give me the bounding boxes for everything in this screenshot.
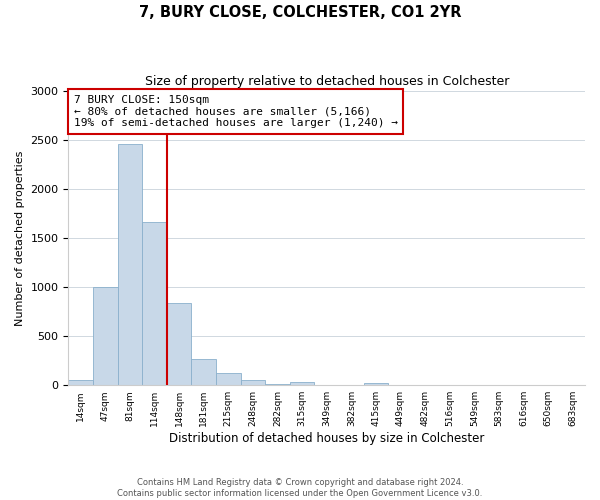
Text: Contains HM Land Registry data © Crown copyright and database right 2024.
Contai: Contains HM Land Registry data © Crown c… [118, 478, 482, 498]
Y-axis label: Number of detached properties: Number of detached properties [15, 150, 25, 326]
Bar [364, 383, 388, 385]
X-axis label: Distribution of detached houses by size in Colchester: Distribution of detached houses by size … [169, 432, 484, 445]
Bar [142, 222, 167, 385]
Text: 7, BURY CLOSE, COLCHESTER, CO1 2YR: 7, BURY CLOSE, COLCHESTER, CO1 2YR [139, 5, 461, 20]
Bar [68, 380, 93, 385]
Bar [290, 382, 314, 385]
Bar [241, 380, 265, 385]
Title: Size of property relative to detached houses in Colchester: Size of property relative to detached ho… [145, 75, 509, 88]
Bar [167, 303, 191, 385]
Bar [118, 144, 142, 385]
Text: 7 BURY CLOSE: 150sqm
← 80% of detached houses are smaller (5,166)
19% of semi-de: 7 BURY CLOSE: 150sqm ← 80% of detached h… [74, 95, 398, 128]
Bar [93, 287, 118, 385]
Bar [265, 384, 290, 385]
Bar [191, 358, 216, 385]
Bar [216, 374, 241, 385]
